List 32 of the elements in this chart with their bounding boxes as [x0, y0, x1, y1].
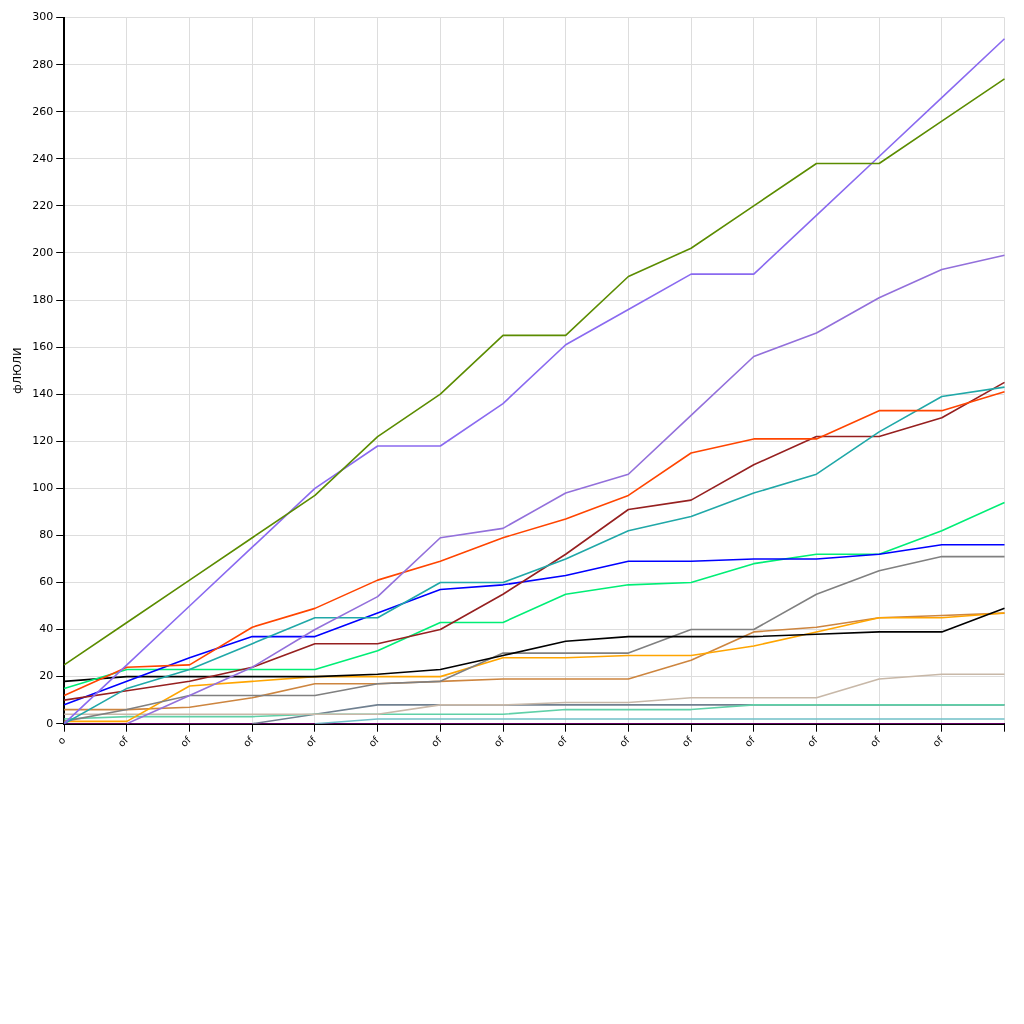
x-tick-label: of	[366, 734, 382, 750]
y-tick-label: 240	[32, 151, 54, 165]
x-tick-label: of	[805, 734, 821, 750]
y-tick-label: 280	[32, 57, 54, 71]
y-tick-label: 120	[32, 434, 54, 448]
y-tick-label: 260	[32, 104, 54, 118]
x-tick-label: of	[240, 734, 256, 750]
y-tick-label: 40	[39, 622, 54, 636]
x-tick-label: of	[178, 734, 194, 750]
x-tick-label: of	[303, 734, 319, 750]
x-tick-label: of	[428, 734, 444, 750]
y-tick-label: 0	[46, 716, 54, 730]
y-tick-label: 60	[39, 575, 54, 589]
y-tick-label: 300	[32, 10, 54, 24]
y-axis-title: фЛЮЛИ	[11, 347, 25, 394]
x-tick-label: of	[867, 734, 883, 750]
x-tick-label: of	[679, 734, 695, 750]
y-tick-label: 100	[32, 481, 54, 495]
x-tick-label: of	[617, 734, 632, 750]
y-tick-label: 200	[32, 245, 54, 259]
x-tick-label: of	[554, 734, 570, 750]
y-tick-label: 220	[32, 198, 54, 212]
x-tick-label: o	[55, 734, 68, 747]
y-tick-label: 160	[32, 339, 54, 353]
x-tick-label: of	[115, 734, 131, 750]
y-tick-label: 140	[32, 387, 54, 401]
y-tick-label: 20	[39, 669, 54, 683]
x-tick-label: of	[930, 734, 946, 750]
y-tick-label: 80	[39, 528, 54, 542]
x-tick-label: of	[491, 734, 507, 750]
y-tick-label: 180	[32, 292, 54, 306]
x-tick-label: of	[742, 734, 758, 750]
